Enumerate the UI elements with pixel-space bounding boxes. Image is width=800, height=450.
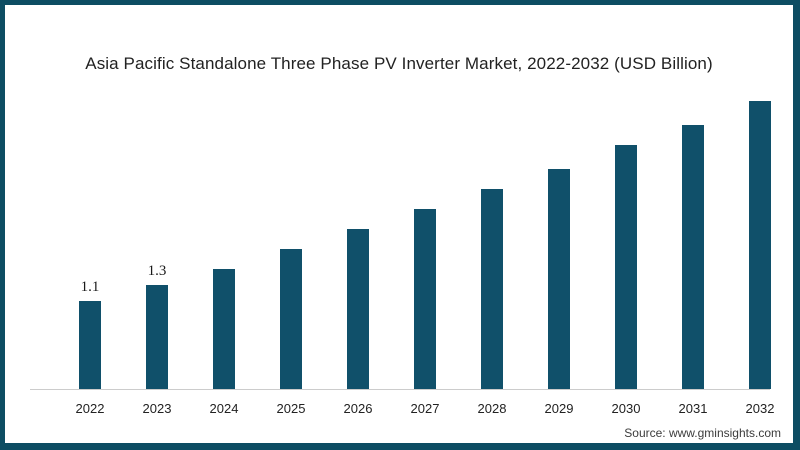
plot-area: 1.1 2022 1.3 2023 2024 2025 2026 2027 2028 2029 20…: [30, 5, 774, 416]
bar-value-label-2022: 1.1: [80, 279, 100, 295]
x-axis-tick-label-2022: 2022: [75, 401, 105, 416]
chart-title: Asia Pacific Standalone Three Phase PV I…: [85, 54, 713, 73]
bar-2025: 2025: [277, 249, 305, 416]
bar-2027: 2027: [411, 209, 439, 416]
bar-2031: 2031: [679, 125, 707, 416]
x-axis-tick-label-2025: 2025: [276, 401, 306, 416]
source-credit: Source: www.gminsights.com: [624, 426, 781, 440]
bar-2030: 2030: [612, 145, 640, 416]
x-axis-tick-label-2032: 2032: [745, 401, 775, 416]
bar-value-label-2023: 1.3: [147, 263, 167, 279]
bar-2032: 2032: [746, 101, 774, 416]
bar-2029: 2029: [545, 169, 573, 416]
x-axis-tick-label-2030: 2030: [611, 401, 641, 416]
bar-2024: 2024: [210, 269, 238, 416]
x-axis-tick-label-2028: 2028: [477, 401, 507, 416]
bar-2028: 2028: [478, 189, 506, 416]
x-axis-tick-label-2029: 2029: [544, 401, 574, 416]
bar-2023: 1.3 2023: [143, 263, 172, 416]
bar-2026: 2026: [344, 229, 372, 416]
bar-2022: 1.1 2022: [76, 279, 105, 416]
x-axis-tick-label-2031: 2031: [678, 401, 708, 416]
x-axis-tick-label-2027: 2027: [410, 401, 440, 416]
x-axis-tick-label-2026: 2026: [343, 401, 373, 416]
x-axis-tick-label-2024: 2024: [209, 401, 239, 416]
x-axis-tick-label-2023: 2023: [142, 401, 172, 416]
